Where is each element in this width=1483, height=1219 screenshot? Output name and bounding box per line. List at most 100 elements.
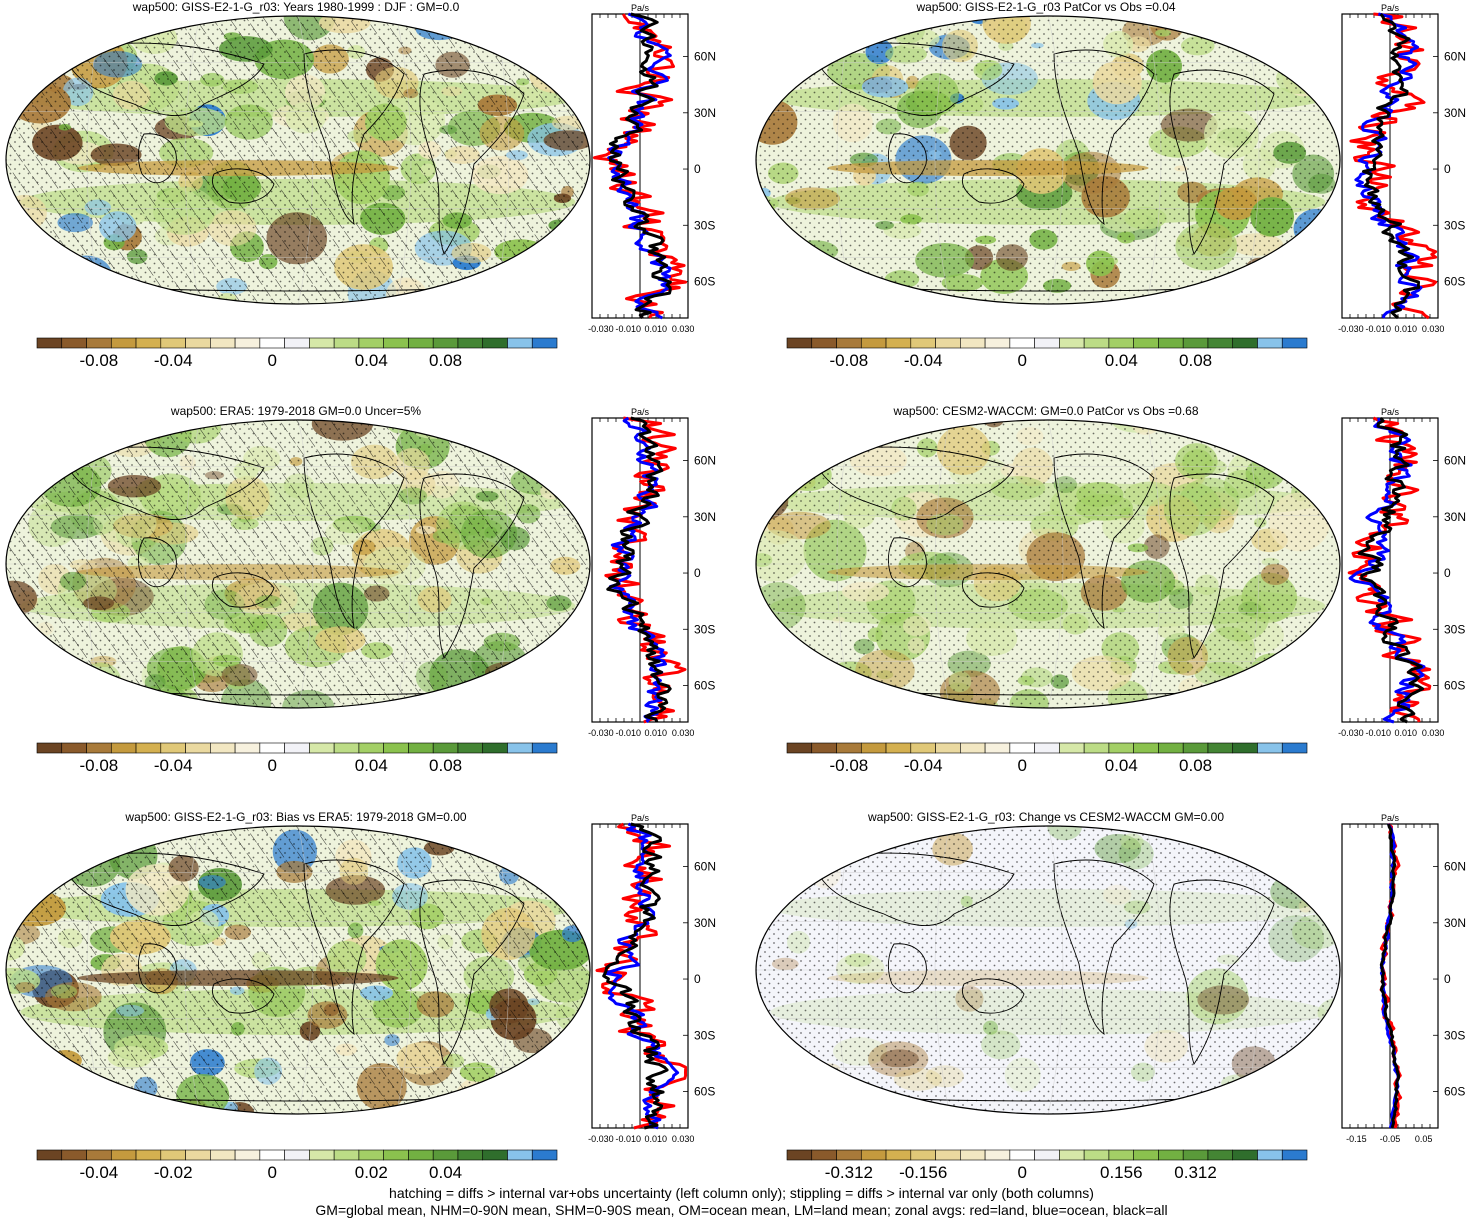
panel-title: wap500: GISS-E2-1-G_r03: Change vs CESM2… xyxy=(867,810,1225,824)
zonal-series xyxy=(604,416,687,724)
colorbar-box xyxy=(210,337,236,349)
colorbar-box xyxy=(135,742,162,754)
colorbar-box xyxy=(61,742,87,754)
colorbar-box xyxy=(457,742,484,754)
colorbar-box xyxy=(210,1149,236,1161)
colorbar-box xyxy=(1207,742,1234,754)
zonal-x-label: -0.05 xyxy=(1380,1134,1401,1144)
colorbar-box xyxy=(786,1149,813,1161)
zonal-unit: Pa/s xyxy=(631,813,650,823)
zonal-lat-label: 60S xyxy=(694,679,715,693)
zonal-lat-label: 30N xyxy=(1444,916,1466,930)
map[interactable] xyxy=(754,14,1342,306)
zonal-average-plot: Pa/s 60N 30N 0 30S 60S -0.030 -0.010 0.010 0.030 xyxy=(588,3,716,334)
footer-note-1: hatching = diffs > internal var+obs unce… xyxy=(389,1185,1094,1201)
colorbar-boxes xyxy=(36,1149,558,1161)
zonal-series xyxy=(1362,13,1421,320)
colorbar-box xyxy=(1108,337,1134,349)
colorbar-boxes xyxy=(786,742,1308,754)
colorbar-box xyxy=(836,742,862,754)
colorbar-box xyxy=(110,1149,137,1161)
colorbar-label: 0 xyxy=(268,756,277,775)
colorbar-label: 0.04 xyxy=(429,1163,462,1182)
colorbar-box xyxy=(935,1149,961,1161)
colorbar-label: 0 xyxy=(268,351,277,370)
colorbar-label: 0.08 xyxy=(429,756,462,775)
colorbar-box xyxy=(185,742,211,754)
zonal-lat-label: 60S xyxy=(694,275,715,289)
colorbar-box xyxy=(1133,742,1159,754)
map[interactable] xyxy=(754,824,1342,1116)
colorbar-label: 0 xyxy=(1018,351,1027,370)
colorbar-box xyxy=(1281,742,1308,754)
colorbar-box xyxy=(1059,1149,1085,1161)
zonal-lat-label: 0 xyxy=(1444,566,1451,580)
zonal-unit: Pa/s xyxy=(1381,813,1400,823)
colorbar-box xyxy=(36,337,63,349)
zonal-lat-label: 0 xyxy=(694,972,701,986)
zonal-unit: Pa/s xyxy=(631,407,650,417)
zonal-series xyxy=(602,822,669,1130)
colorbar-label: -0.312 xyxy=(825,1163,873,1182)
zonal-series xyxy=(1357,417,1425,724)
colorbar-box xyxy=(160,337,186,349)
zonal-x-label: -0.010 xyxy=(616,324,642,334)
colorbar-box xyxy=(1059,337,1085,349)
colorbar-box xyxy=(1158,1149,1184,1161)
colorbar-box xyxy=(531,742,558,754)
zonal-lat-label: 60N xyxy=(694,860,716,874)
zonal-lat-label: 30S xyxy=(1444,622,1465,636)
colorbar-label: 0.02 xyxy=(355,1163,388,1182)
colorbar-box xyxy=(61,1149,87,1161)
colorbar-box xyxy=(984,337,1011,349)
colorbar-label: 0.08 xyxy=(1179,351,1212,370)
colorbar-label: 0 xyxy=(1018,1163,1027,1182)
zonal-lat-label: 30S xyxy=(694,218,715,232)
colorbar-box xyxy=(910,337,936,349)
colorbar-box xyxy=(358,337,384,349)
colorbar-box xyxy=(1083,1149,1110,1161)
colorbar: -0.08 -0.04 0 0.04 0.08 xyxy=(36,337,558,370)
colorbar-box xyxy=(309,1149,335,1161)
colorbar-box xyxy=(1083,742,1110,754)
colorbar: -0.312 -0.156 0 0.156 0.312 xyxy=(786,1149,1308,1182)
zonal-lat-label: 30S xyxy=(1444,218,1465,232)
colorbar-box xyxy=(383,742,409,754)
colorbar-box xyxy=(284,1149,310,1161)
colorbar-label: 0.08 xyxy=(429,351,462,370)
zonal-lat-label: 0 xyxy=(694,162,701,176)
zonal-average-plot: Pa/s 60N 30N 0 30S 60S -0.15 -0.05 0.05 xyxy=(1341,813,1466,1144)
panel-title: wap500: GISS-E2-1-G_r03: Bias vs ERA5: 1… xyxy=(125,810,467,824)
colorbar-box xyxy=(383,1149,409,1161)
panel-title: wap500: GISS-E2-1-G_r03 PatCor vs Obs =0… xyxy=(916,0,1176,14)
zonal-lat-label: 30N xyxy=(694,106,716,120)
zonal-x-label: -0.010 xyxy=(1366,324,1392,334)
colorbar-box xyxy=(1034,337,1060,349)
colorbar-box xyxy=(531,337,558,349)
colorbar-box xyxy=(234,337,261,349)
zonal-lat-label: 60S xyxy=(694,1085,715,1099)
colorbar-box xyxy=(333,742,360,754)
colorbar-box xyxy=(358,1149,384,1161)
colorbar-box xyxy=(935,742,961,754)
colorbar-box xyxy=(135,1149,162,1161)
colorbar-label: -0.156 xyxy=(899,1163,947,1182)
colorbar-box xyxy=(457,337,484,349)
zonal-x-label: 0.030 xyxy=(672,1134,695,1144)
colorbar-box xyxy=(1158,742,1184,754)
zonal-unit: Pa/s xyxy=(631,3,650,13)
map[interactable] xyxy=(4,418,592,710)
panel-title: wap500: ERA5: 1979-2018 GM=0.0 Uncer=5% xyxy=(170,404,422,418)
zonal-x-label: -0.030 xyxy=(1338,324,1364,334)
colorbar-box xyxy=(234,742,261,754)
zonal-unit: Pa/s xyxy=(1381,407,1400,417)
map[interactable] xyxy=(4,824,592,1116)
colorbar-box xyxy=(984,1149,1011,1161)
zonal-lat-label: 30N xyxy=(1444,106,1466,120)
map[interactable] xyxy=(754,418,1342,710)
map[interactable] xyxy=(4,14,592,306)
zonal-average-plot: Pa/s 60N 30N 0 30S 60S -0.030 -0.010 0.010 0.030 xyxy=(588,407,716,738)
zonal-x-label: -0.030 xyxy=(1338,728,1364,738)
colorbar-boxes xyxy=(786,1149,1308,1161)
colorbar-box xyxy=(482,1149,508,1161)
